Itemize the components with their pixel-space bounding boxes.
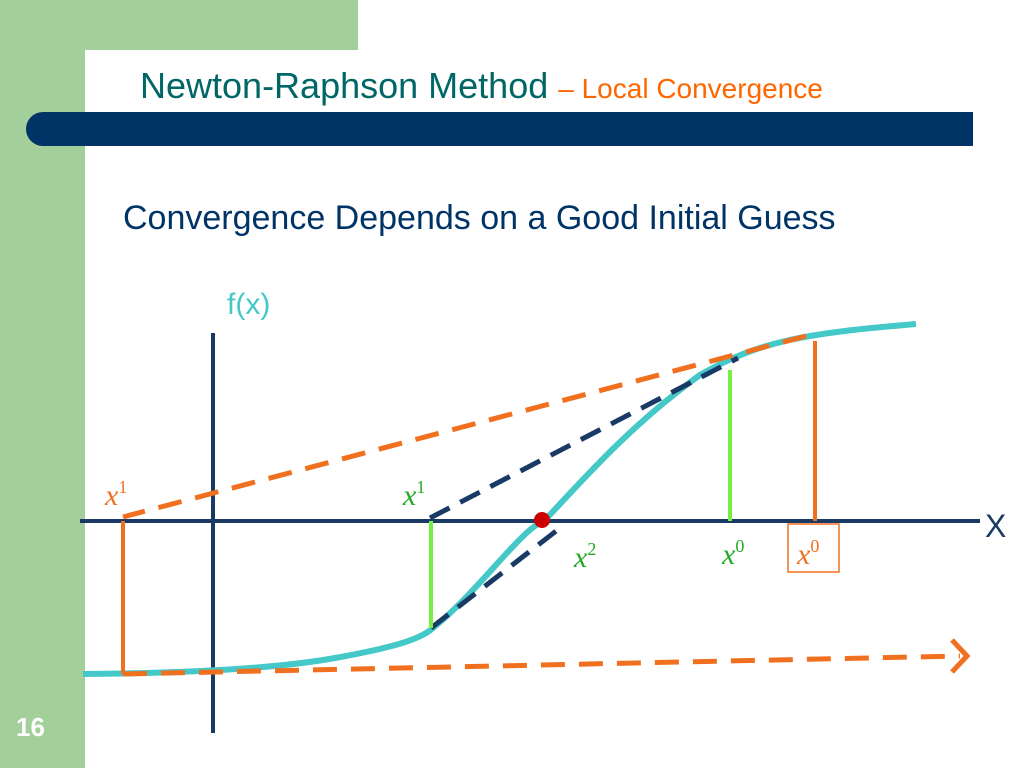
divergence-arrowhead: [950, 638, 971, 674]
function-curve: [82, 321, 917, 677]
slide-subtitle: Convergence Depends on a Good Initial Gu…: [123, 199, 836, 237]
slide-number: 16: [16, 712, 45, 742]
content-panel: [85, 50, 1024, 768]
label-x0-bad-base: x: [796, 538, 811, 571]
label-x1-bad: x1: [104, 477, 127, 512]
label-x1-good-base: x: [402, 479, 417, 512]
tangent-at-x1-good: [429, 526, 562, 630]
label-x2-good-sup: 2: [587, 539, 596, 559]
title-suffix: – Local Convergence: [558, 73, 823, 104]
title-underline-bar: [26, 112, 973, 146]
top-decor-band: [85, 0, 358, 50]
tangent-at-x1-bad: [122, 653, 961, 677]
label-x0-good: x0: [721, 536, 744, 571]
label-x2-good: x2: [573, 539, 596, 574]
label-x1-bad-sup: 1: [118, 477, 127, 497]
x-axis-label: X: [985, 508, 1006, 544]
label-x1-bad-base: x: [104, 479, 119, 512]
root-point: [534, 512, 550, 528]
label-x0-bad-sup: 0: [810, 536, 819, 556]
label-x2-good-base: x: [573, 541, 588, 574]
tangent-at-x0-bad: [122, 333, 807, 520]
tangent-at-x0-good: [428, 355, 740, 521]
slide-title: Newton-Raphson Method – Local Convergenc…: [140, 66, 823, 109]
y-axis-label: f(x): [227, 288, 270, 321]
label-x1-good: x1: [402, 477, 425, 512]
label-x0-bad: x0: [796, 536, 819, 571]
label-x0-good-base: x: [721, 538, 736, 571]
label-x0-bad-box: [787, 523, 840, 573]
label-x1-good-sup: 1: [416, 477, 425, 497]
label-x0-good-sup: 0: [735, 536, 744, 556]
title-main: Newton-Raphson Method: [140, 65, 549, 106]
